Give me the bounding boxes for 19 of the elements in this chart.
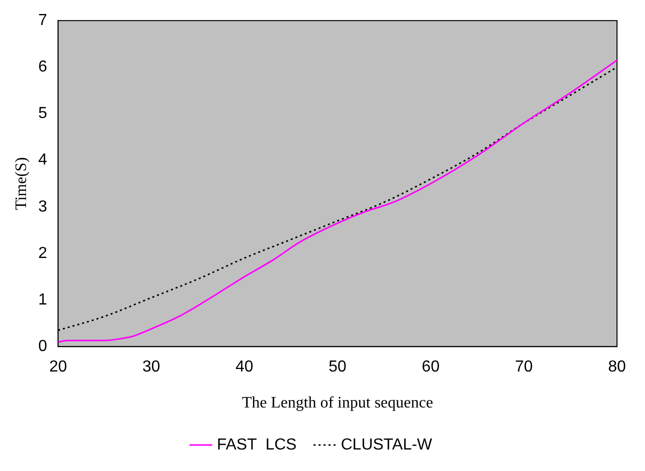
y-tick-label: 5 bbox=[38, 105, 48, 122]
x-tick-label: 20 bbox=[49, 358, 68, 376]
legend-label: CLUSTAL-W bbox=[340, 436, 434, 454]
y-tick-label: 1 bbox=[38, 291, 48, 308]
y-tick-label: 3 bbox=[38, 198, 48, 216]
y-tick-label: 2 bbox=[38, 244, 48, 262]
y-axis-title: Time(S) bbox=[12, 157, 30, 210]
x-tick-label: 80 bbox=[608, 358, 626, 376]
x-tick-label: 50 bbox=[328, 358, 347, 376]
y-tick-label: 6 bbox=[38, 58, 48, 76]
legend-label: FAST LCS bbox=[216, 436, 297, 454]
y-tick-label: 7 bbox=[38, 12, 48, 30]
x-tick-label: 30 bbox=[142, 358, 160, 376]
x-axis-title: The Length of input sequence bbox=[242, 394, 434, 412]
y-tick-label: 4 bbox=[38, 152, 48, 169]
x-tick-label: 40 bbox=[236, 358, 254, 376]
x-tick-label: 70 bbox=[514, 358, 533, 376]
y-tick-label: 0 bbox=[38, 338, 48, 356]
x-tick-label: 60 bbox=[422, 358, 440, 376]
